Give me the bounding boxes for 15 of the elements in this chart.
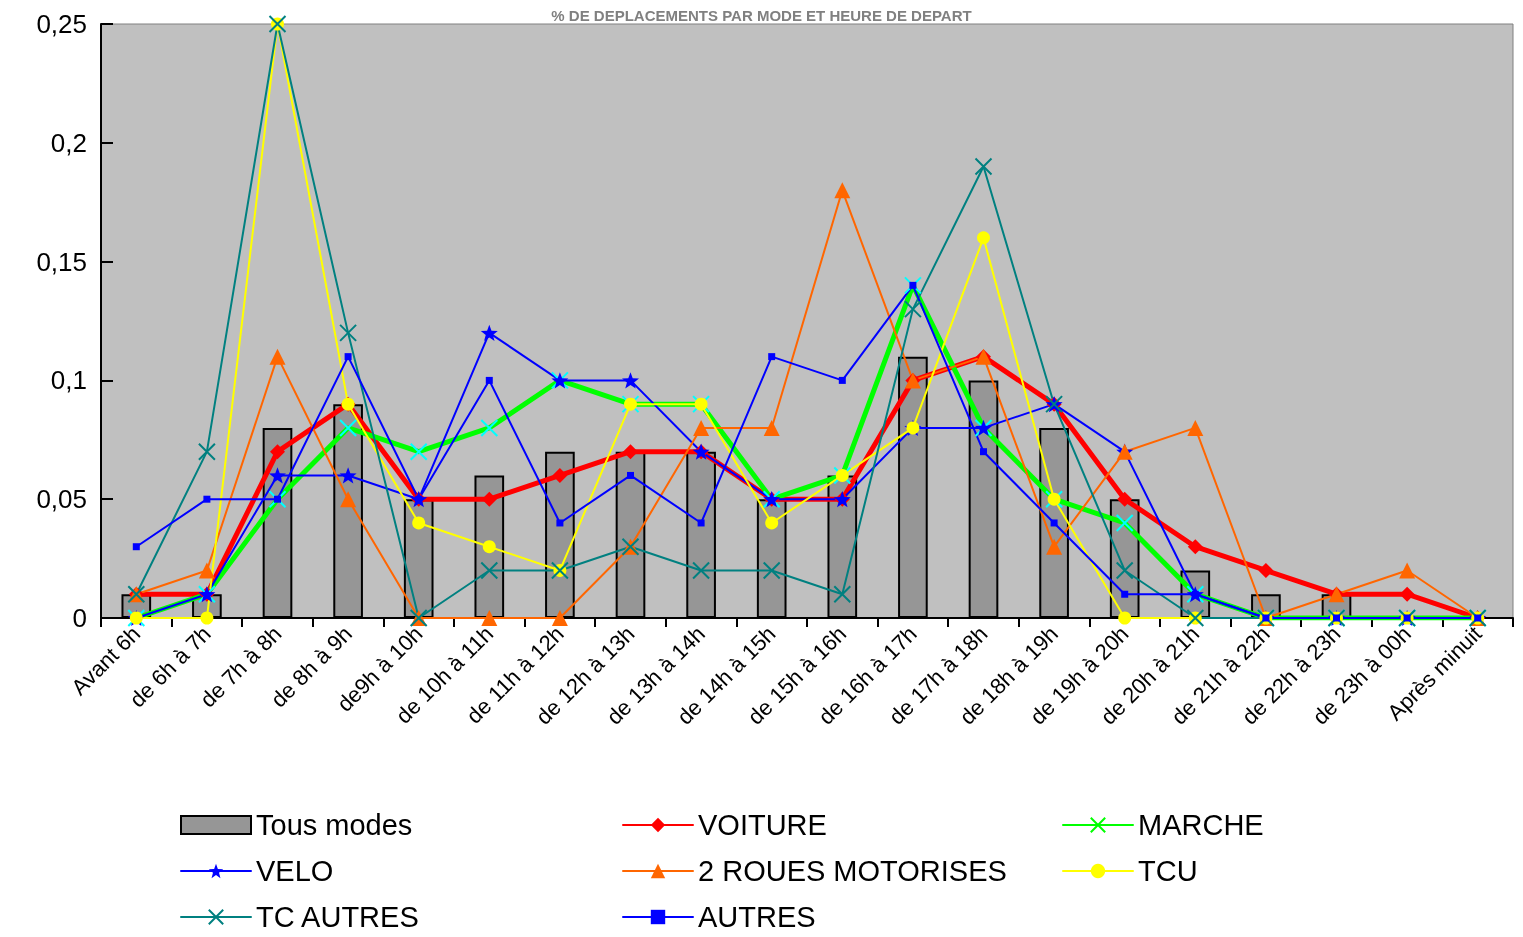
y-tick-label: 0,25 bbox=[36, 9, 87, 39]
y-tick-label: 0,1 bbox=[50, 365, 87, 396]
legend-label: 2 ROUES MOTORISES bbox=[698, 855, 1007, 887]
legend-label: Tous modes bbox=[256, 809, 413, 841]
chart-title: % DE DEPLACEMENTS PAR MODE ET HEURE DE DEPART bbox=[551, 7, 972, 24]
legend-label: VOITURE bbox=[698, 809, 827, 841]
legend-label: VELO bbox=[256, 855, 334, 887]
y-tick-label: 0,15 bbox=[36, 246, 87, 277]
legend-label: AUTRES bbox=[698, 901, 816, 933]
y-tick-label: 0,2 bbox=[50, 127, 87, 158]
legend-label: MARCHE bbox=[1138, 809, 1264, 841]
y-tick-label: 0 bbox=[72, 603, 87, 633]
legend-label: TC AUTRES bbox=[256, 901, 419, 933]
legend-label: TCU bbox=[1138, 855, 1198, 887]
y-tick-label: 0,05 bbox=[36, 484, 87, 515]
